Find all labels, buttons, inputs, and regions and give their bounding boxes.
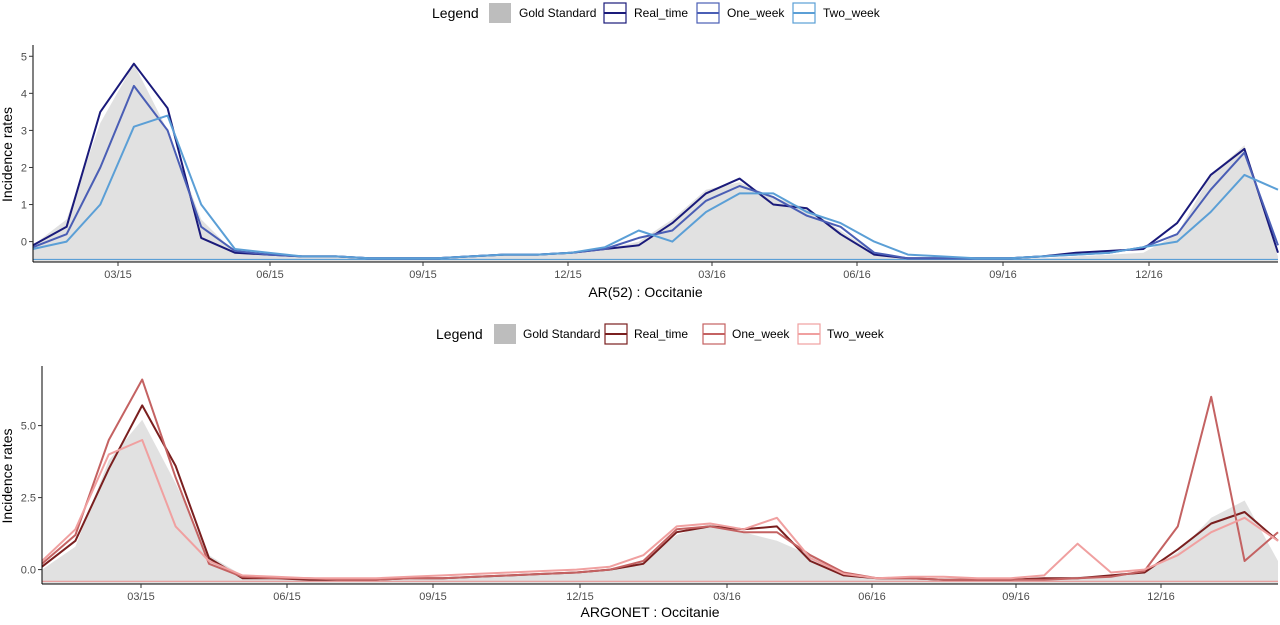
panel1-x-tick-label: 12/16 — [1135, 269, 1163, 281]
panel2-y-tick-label: 5.0 — [21, 421, 36, 433]
panel2-x-axis-title: ARGONET : Occitanie — [580, 604, 719, 620]
panel1-x-tick-label: 12/15 — [554, 269, 582, 281]
panel2-x-tick-label: 03/16 — [713, 591, 741, 603]
panel2-x-tick-label: 03/15 — [127, 591, 155, 603]
panel1-x-tick-label: 06/15 — [256, 269, 284, 281]
panel1-y-tick-label: 5 — [21, 51, 27, 63]
panel1-y-axis-title: Incidence rates — [0, 107, 15, 202]
panel2-y-tick-label: 2.5 — [21, 493, 36, 505]
panel1-x-tick-label: 09/15 — [409, 269, 437, 281]
panel2-series-line-two-week — [41, 439, 1279, 580]
panel2-legend-key-area — [494, 324, 516, 344]
panel1-x-tick-label: 06/16 — [843, 269, 871, 281]
panel2-y-tick-label: 0.0 — [21, 565, 36, 577]
panel1-legend-label: One_week — [727, 6, 785, 20]
panel1-x-tick-label: 03/16 — [698, 269, 726, 281]
panel1-y-tick-label: 1 — [21, 200, 27, 212]
panel1-legend-label: Real_time — [634, 6, 688, 20]
panel1-y-tick-label: 4 — [21, 88, 27, 100]
panel1-legend-label: Gold Standard — [519, 6, 596, 20]
panel2-legend-title: Legend — [436, 326, 483, 342]
panel2-x-tick-label: 12/16 — [1147, 591, 1175, 603]
panel1-legend-key-area — [489, 3, 511, 23]
panel1-y-tick-label: 2 — [21, 162, 27, 174]
panel1-series-line-two-week — [32, 114, 1279, 260]
panel1-y-tick-label: 3 — [21, 125, 27, 137]
panel1-y-tick-label: 0 — [21, 237, 27, 249]
panel2-series-gold-standard-area — [42, 419, 1278, 584]
panel1-legend-title: Legend — [432, 5, 479, 21]
panel2-x-tick-label: 12/15 — [566, 591, 594, 603]
panel2-legend-label: Real_time — [634, 327, 688, 341]
panel2-y-axis-title: Incidence rates — [0, 429, 15, 524]
panel1-series-gold-standard-area — [33, 63, 1278, 263]
panel1-x-tick-label: 03/15 — [104, 269, 132, 281]
panel2-x-tick-label: 06/16 — [858, 591, 886, 603]
panel2-series-line-one-week — [41, 378, 1279, 581]
panel2-legend-label: Gold Standard — [523, 327, 600, 341]
panel2-legend-label: Two_week — [827, 327, 885, 341]
panel2-legend-label: One_week — [732, 327, 790, 341]
panel1-x-tick-label: 09/16 — [989, 269, 1017, 281]
panel1-x-axis-title: AR(52) : Occitanie — [588, 284, 703, 300]
panel1-legend-label: Two_week — [823, 6, 881, 20]
panel2-x-tick-label: 09/16 — [1002, 591, 1030, 603]
panel2-x-tick-label: 06/15 — [273, 591, 301, 603]
panel2-x-tick-label: 09/15 — [419, 591, 447, 603]
